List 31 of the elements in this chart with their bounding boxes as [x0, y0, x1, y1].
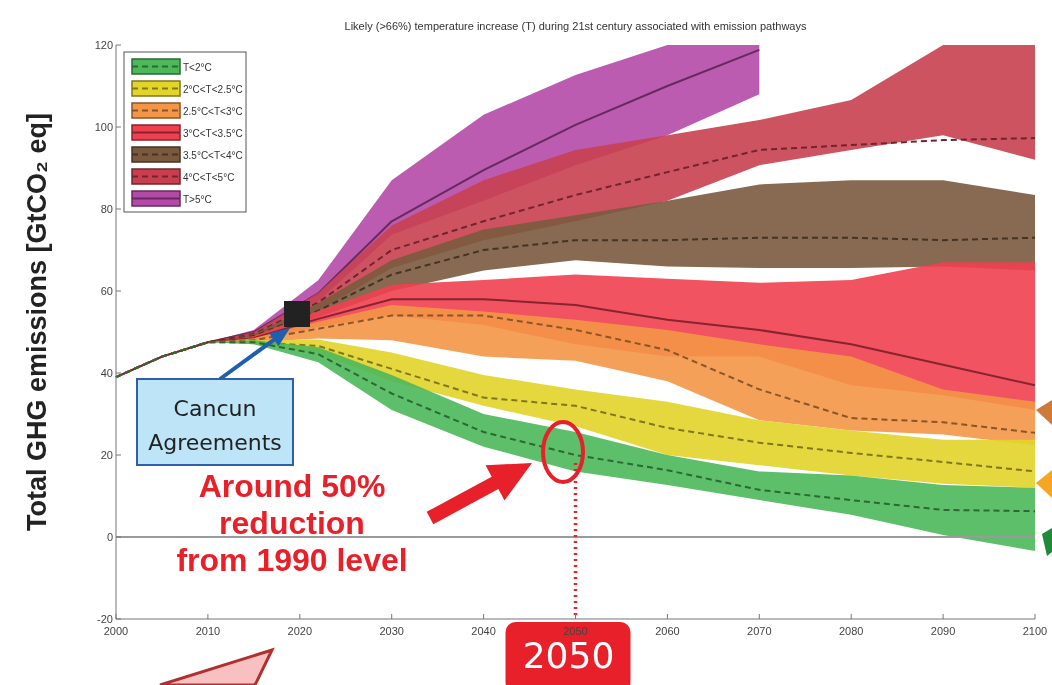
x-tick-label: 2000 [103, 625, 129, 637]
annotation: Cancun Agreements [148, 396, 282, 455]
y-tick-label: 100 [94, 121, 113, 133]
legend-label: T<2°C [183, 62, 212, 73]
y-tick-label: 20 [100, 449, 113, 461]
legend-label: 2°C<T<2.5°C [183, 84, 243, 95]
annotation: Around 50% reduction from 1990 level [176, 468, 408, 578]
y-tick-label: 40 [100, 367, 113, 379]
x-tick-label: 2060 [655, 625, 680, 637]
y-tick-label: 0 [106, 531, 113, 543]
y-tick-label: 80 [100, 203, 113, 215]
line-series [115, 341, 1036, 513]
y-tick-label: -20 [97, 613, 113, 625]
x-tick-label: 2070 [747, 625, 772, 637]
legend-label: T>5°C [183, 194, 212, 205]
y-axis-title: Total GHG emissions [GtCO₂ eq] [22, 112, 52, 532]
legend-label: 4°C<T<5°C [183, 172, 235, 183]
legend-label: 2.5°C<T<3°C [183, 106, 243, 117]
chart-title: Likely (>66%) temperature increase (T) during 21st century associated with emission pathways [344, 20, 807, 32]
legend-label: 3.5°C<T<4°C [183, 150, 243, 161]
legend-label: 3°C<T<3.5°C [183, 128, 243, 139]
y-tick-label: 60 [100, 285, 113, 297]
x-tick-label: 2040 [471, 625, 496, 637]
x-tick-label: 2020 [287, 625, 313, 637]
x-tick-label: 2050 [563, 625, 588, 637]
y-tick-label: 120 [94, 39, 113, 51]
x-tick-label: 2030 [379, 625, 404, 637]
x-tick-label: 2090 [930, 625, 956, 637]
x-tick-label: 2100 [1022, 625, 1048, 637]
x-tick-label: 2010 [195, 625, 221, 637]
x-tick-label: 2080 [838, 625, 864, 637]
